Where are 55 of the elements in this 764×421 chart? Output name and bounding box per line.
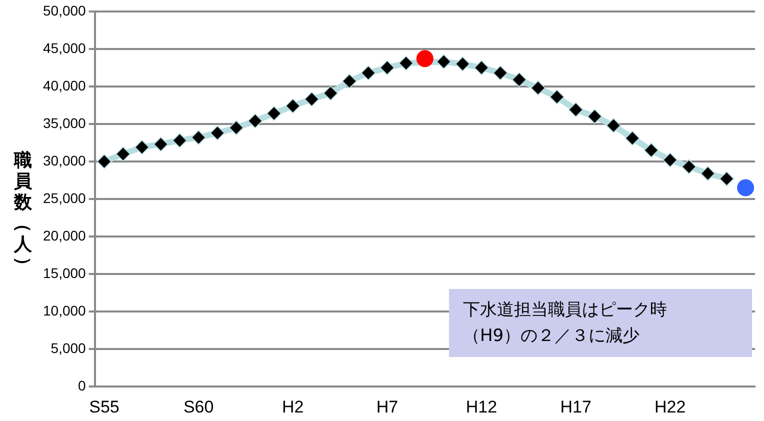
point — [398, 56, 414, 71]
x-tick-label: H17 — [560, 397, 592, 416]
point — [681, 159, 696, 174]
y-tick-label: 5,000 — [50, 340, 86, 356]
point — [512, 72, 527, 88]
x-tick-label: H2 — [282, 397, 304, 416]
annotation: 下水道担当職員はピーク時（H9）の２／３に減少 — [463, 299, 668, 348]
y-axis-title: 職員数（人） — [12, 150, 34, 276]
x-tick-label: H22 — [654, 397, 686, 416]
y-tick-label: 0 — [78, 377, 86, 394]
point — [624, 130, 640, 146]
point — [436, 54, 452, 70]
point — [116, 146, 131, 162]
y-tick-label: 50,000 — [42, 2, 86, 18]
point — [360, 65, 376, 80]
point — [380, 60, 395, 76]
y-tick-label: 10,000 — [42, 302, 86, 318]
point — [304, 92, 320, 107]
point — [492, 65, 508, 80]
x-tick-label: H12 — [466, 397, 498, 416]
point — [134, 140, 150, 155]
y-tick-label: 20,000 — [42, 227, 86, 244]
x-tick-label: H7 — [376, 397, 398, 416]
point — [606, 118, 622, 133]
point — [323, 86, 338, 101]
y-tick-label: 15,000 — [42, 264, 86, 281]
point — [549, 89, 564, 104]
y-tick-label: 25,000 — [42, 190, 86, 206]
point — [342, 74, 357, 89]
point — [172, 132, 188, 148]
point — [96, 154, 112, 169]
point — [228, 120, 244, 136]
y-tick-label: 40,000 — [42, 77, 86, 94]
point — [587, 108, 602, 124]
point — [644, 142, 659, 158]
point — [474, 60, 489, 76]
point — [416, 50, 434, 68]
point — [568, 102, 584, 118]
y-tick-label: 45,000 — [42, 40, 86, 56]
point — [662, 152, 678, 168]
point — [285, 98, 300, 114]
point — [153, 136, 168, 152]
point — [737, 179, 754, 196]
y-tick-label: 35,000 — [42, 114, 86, 131]
point — [266, 106, 282, 121]
x-tick-label: S55 — [89, 397, 120, 416]
point — [719, 171, 734, 186]
y-tick-label: 30,000 — [42, 152, 86, 168]
point — [191, 130, 206, 145]
point — [248, 113, 263, 128]
point — [455, 56, 470, 72]
point — [530, 80, 546, 96]
x-tick-label: S60 — [183, 397, 214, 416]
point — [210, 125, 225, 140]
point — [700, 166, 716, 181]
